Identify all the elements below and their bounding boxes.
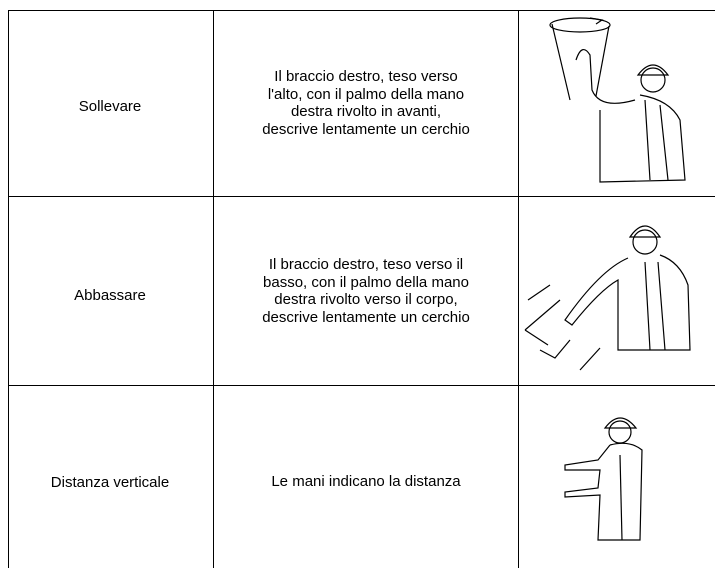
description-line: descrive lentamente un cerchio xyxy=(262,309,470,326)
row-label: Abbassare xyxy=(74,287,146,304)
description-line: destra rivolto in avanti, xyxy=(291,103,441,120)
signal-figure xyxy=(564,417,643,541)
description-line: Il braccio destro, teso verso xyxy=(274,68,457,85)
signal-figure xyxy=(549,17,686,183)
description-line: destra rivolto verso il corpo, xyxy=(274,291,457,308)
row-label: Distanza verticale xyxy=(51,474,169,491)
description-line: Il braccio destro, teso verso il xyxy=(269,256,463,273)
description-line: Le mani indicano la distanza xyxy=(271,473,461,490)
signal-figure xyxy=(524,225,691,371)
table-grid xyxy=(8,10,715,568)
description-line: descrive lentamente un cerchio xyxy=(262,121,470,138)
description-line: l'alto, con il palmo della mano xyxy=(268,86,464,103)
description-line: basso, con il palmo della mano xyxy=(263,274,469,291)
row-label: Sollevare xyxy=(79,98,142,115)
